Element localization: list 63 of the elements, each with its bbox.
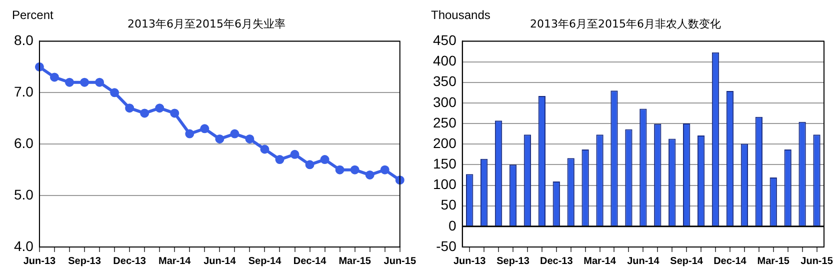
x-tick-label: Sep-14 — [670, 256, 704, 267]
y-tick-label: 450 — [433, 32, 457, 48]
point — [95, 78, 104, 87]
point — [290, 150, 300, 159]
point — [350, 165, 360, 174]
point — [125, 104, 134, 113]
x-tick-label: Jun-15 — [800, 256, 834, 267]
point — [155, 104, 164, 113]
y-tick-label: 50 — [440, 196, 457, 213]
y-tick-label: 100 — [433, 176, 457, 192]
chart-title: 2013年6月至2015年6月失业率 — [128, 17, 286, 30]
x-tick-label: Mar-15 — [757, 256, 790, 267]
chart-title: 2013年6月至2015年6月非农人数变化 — [530, 17, 721, 30]
point — [365, 170, 374, 180]
x-tick-label: Jun-15 — [384, 256, 416, 267]
x-tick-label: Jun-14 — [204, 256, 236, 267]
point — [305, 160, 314, 170]
y-tick-label: 300 — [433, 94, 457, 110]
y-tick-label: 7.0 — [14, 84, 34, 100]
point — [245, 134, 254, 144]
y-tick-label: 250 — [433, 114, 457, 130]
y-tick-label: 150 — [433, 156, 457, 172]
point — [215, 134, 224, 144]
point — [260, 144, 270, 154]
x-tick-label: Sep-13 — [496, 256, 530, 267]
x-tick-label: Sep-13 — [68, 256, 102, 267]
y-axis-title: Percent — [12, 8, 54, 22]
point — [64, 78, 74, 87]
point — [80, 78, 90, 87]
x-tick-label: Jun-14 — [627, 256, 660, 267]
x-tick-label: Sep-14 — [248, 256, 282, 267]
point — [140, 108, 150, 118]
y-tick-label: 350 — [433, 73, 457, 90]
point — [320, 155, 330, 164]
point — [380, 165, 390, 174]
y-tick-label: -50 — [436, 238, 457, 254]
x-tick-label: Jun-13 — [453, 256, 486, 267]
x-tick-label: Mar-15 — [338, 256, 372, 267]
y-tick-label: 4.0 — [14, 238, 34, 254]
y-tick-label: 8.0 — [14, 32, 34, 48]
point — [34, 62, 44, 72]
x-tick-label: Dec-13 — [540, 256, 574, 267]
y-tick-label: 0 — [448, 217, 457, 234]
y-axis-title: Thousands — [431, 8, 490, 22]
point — [110, 88, 120, 98]
x-tick-label: Mar-14 — [584, 256, 616, 267]
point — [170, 108, 180, 118]
x-tick-label: Mar-14 — [158, 256, 192, 267]
y-tick-label: 5.0 — [14, 186, 34, 202]
y-tick-label: 6.0 — [14, 134, 34, 151]
point — [185, 129, 194, 138]
x-tick-label: Dec-14 — [293, 256, 327, 267]
point — [200, 124, 210, 134]
x-tick-label: Jun-13 — [23, 256, 56, 267]
x-tick-label: Dec-14 — [714, 256, 747, 267]
x-tick-label: Dec-13 — [113, 256, 146, 267]
point — [230, 129, 240, 138]
y-tick-label: 400 — [433, 52, 457, 69]
point — [395, 176, 404, 185]
point — [275, 155, 284, 164]
point — [335, 165, 344, 174]
y-tick-label: 200 — [433, 134, 457, 151]
point — [50, 72, 59, 82]
